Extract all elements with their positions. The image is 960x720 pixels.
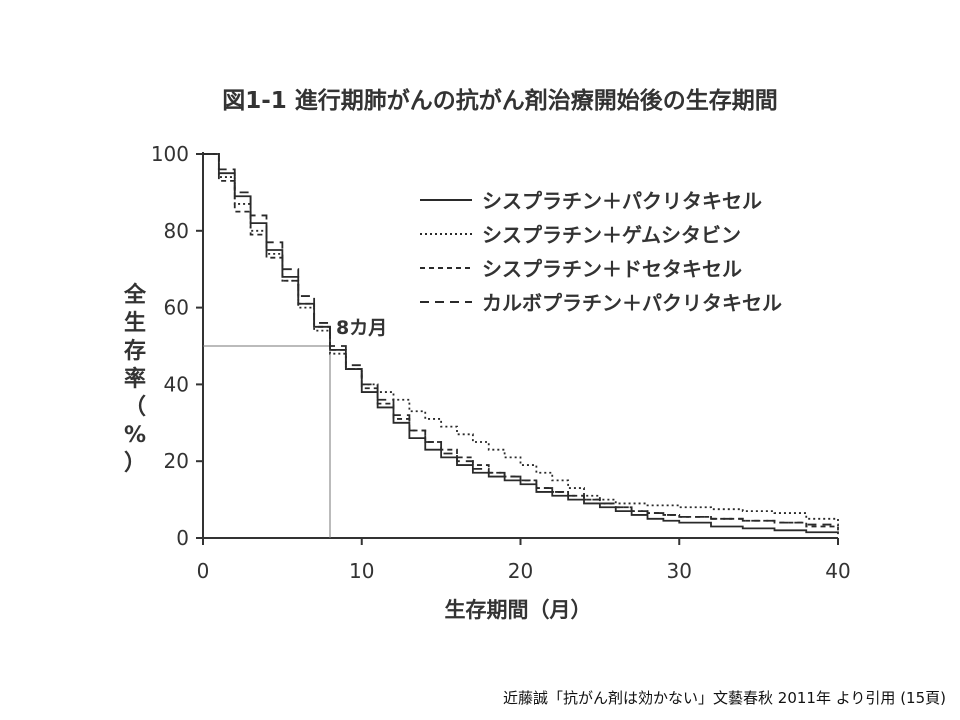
median-annotation: 8カ月 xyxy=(336,317,387,339)
series-line-3 xyxy=(203,153,839,531)
y-label-char: % xyxy=(124,423,146,448)
y-tick-label: 60 xyxy=(164,296,189,320)
y-label-char: ） xyxy=(124,451,146,476)
x-tick-label: 0 xyxy=(197,559,210,583)
y-label-char: （ xyxy=(124,395,146,420)
y-tick-label: 80 xyxy=(164,219,189,243)
chart-title: 図1-1 進行期肺がんの抗がん剤治療開始後の生存期間 xyxy=(222,87,778,114)
x-axis-label: 生存期間（月） xyxy=(445,598,592,622)
x-tick-label: 40 xyxy=(825,559,850,583)
x-tick-label: 30 xyxy=(667,559,692,583)
axis-ticks: 0 20 40 60 80 100 0 10 20 30 40 xyxy=(151,142,851,583)
series-lines xyxy=(203,153,839,535)
series-line-2 xyxy=(203,153,839,523)
y-tick-label: 40 xyxy=(164,372,189,396)
y-label-char: 存 xyxy=(124,338,146,364)
x-tick-label: 20 xyxy=(508,559,533,583)
legend-label-3: シスプラチン＋ドセタキセル xyxy=(482,257,742,281)
y-tick-label: 100 xyxy=(151,142,189,166)
y-label-char: 全 xyxy=(123,282,147,308)
citation: 近藤誠「抗がん剤は効かない」文藝春秋 2011年 より引用 (15頁) xyxy=(503,689,946,707)
median-guide-lines xyxy=(203,345,331,538)
y-label-char: 生 xyxy=(124,311,146,336)
y-tick-label: 0 xyxy=(176,526,189,550)
legend: シスプラチン＋パクリタキセルシスプラチン＋ゲムシタビンシスプラチン＋ドセタキセル… xyxy=(420,189,782,315)
x-tick-label: 10 xyxy=(349,559,374,583)
y-label-char: 率 xyxy=(124,366,146,392)
legend-label-2: シスプラチン＋ゲムシタビン xyxy=(482,223,741,247)
legend-label-1: シスプラチン＋パクリタキセル xyxy=(482,189,762,213)
y-tick-label: 20 xyxy=(164,449,189,473)
legend-label-4: カルボプラチン＋パクリタキセル xyxy=(482,291,782,315)
series-line-4 xyxy=(203,153,839,527)
